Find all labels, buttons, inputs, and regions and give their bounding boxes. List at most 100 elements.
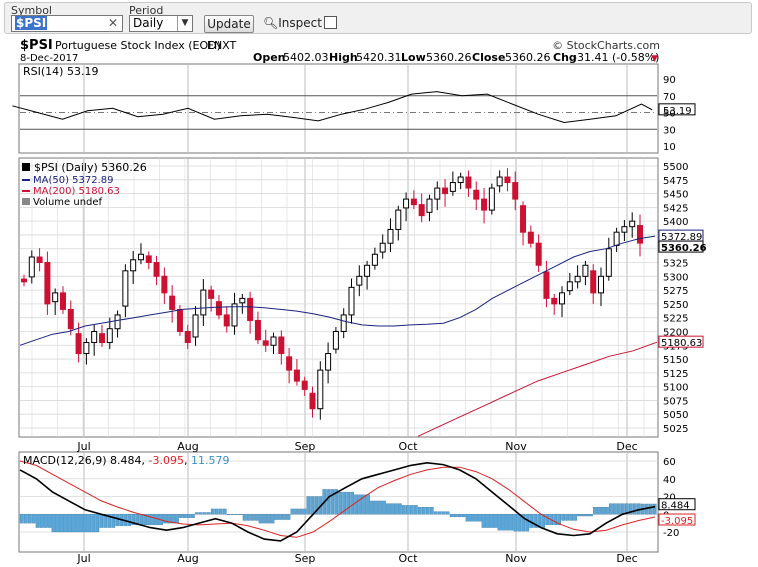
update-button[interactable]: Update xyxy=(204,15,254,33)
x-tick-label: Sep xyxy=(295,552,316,565)
price-tick-label: 5500 xyxy=(663,162,688,173)
macd-hist-bar xyxy=(557,514,561,526)
price-tick-label: 5150 xyxy=(663,355,688,366)
macd-tick-label: 40 xyxy=(663,475,676,486)
inspect-toggle[interactable]: 🔍︎Inspect xyxy=(263,16,337,30)
price-tick-label: 5050 xyxy=(663,410,688,421)
candle-body xyxy=(574,275,581,283)
x-tick-label: Dec xyxy=(616,552,637,565)
candle-body xyxy=(176,308,183,332)
macd-hist-bar xyxy=(338,491,343,515)
macd-hist-bar xyxy=(378,500,382,515)
macd-hist-bar xyxy=(374,500,378,515)
candle-body xyxy=(286,356,293,371)
candle-body xyxy=(184,330,191,344)
macd-hist-bar xyxy=(314,496,319,515)
candle-body xyxy=(340,314,347,332)
clear-icon[interactable]: ✕ xyxy=(107,16,118,30)
candle-body xyxy=(387,228,394,244)
macd-hist-bar xyxy=(398,503,402,515)
candle-body xyxy=(122,270,129,307)
candle-body xyxy=(434,187,441,200)
macd-hist-bar xyxy=(306,496,311,515)
ma50-line xyxy=(19,235,656,346)
macd-hist-bar xyxy=(206,512,211,515)
macd-hist-bar xyxy=(127,514,132,526)
macd-hist-bar xyxy=(39,514,44,528)
macd-hist-bar xyxy=(63,514,68,533)
macd-title-main: MACD(12,26,9) 8.484, xyxy=(23,454,149,467)
macd-hist-bar xyxy=(202,512,207,515)
high-value: 5420.31 xyxy=(356,51,402,64)
candle-body xyxy=(496,176,503,187)
candle-body xyxy=(504,176,511,184)
open-label: Open xyxy=(253,51,286,64)
candle-body xyxy=(293,369,300,382)
chevron-down-icon[interactable]: ▼ xyxy=(177,16,192,31)
candle-body xyxy=(535,242,542,266)
macd-hist-bar xyxy=(517,514,522,532)
macd-hist-bar xyxy=(521,514,526,532)
rsi-line xyxy=(12,91,653,124)
macd-hist-bar xyxy=(71,514,76,533)
macd-hist-bar xyxy=(362,494,366,515)
macd-hist-bar xyxy=(23,514,28,524)
macd-hist-bar xyxy=(569,514,573,521)
macd-hist-bar xyxy=(621,503,625,515)
candle-body xyxy=(153,262,160,277)
macd-hist-bar xyxy=(473,514,478,522)
chg-label: Chg xyxy=(553,51,577,64)
macd-hist-bar xyxy=(163,514,167,524)
symbol-input[interactable]: $PSI ✕ xyxy=(11,15,123,32)
macd-hist-bar xyxy=(537,514,542,528)
candle-body xyxy=(395,209,402,230)
macd-hist-bar xyxy=(214,508,219,515)
macd-hist-bar xyxy=(19,514,24,524)
macd-hist-bar xyxy=(429,506,434,515)
macd-hist-bar xyxy=(131,514,136,526)
candle-body xyxy=(527,231,534,244)
inspect-label: Inspect xyxy=(278,16,322,30)
macd-hist-bar xyxy=(601,506,605,515)
rsi-tick-label: 10 xyxy=(663,142,676,153)
macd-hist-bar xyxy=(545,514,550,526)
macd-hist-bar xyxy=(541,514,546,528)
header-exchange: ENXT xyxy=(207,39,237,52)
inspect-checkbox[interactable] xyxy=(323,16,337,29)
period-select[interactable]: Daily ▼ xyxy=(129,15,193,32)
macd-last-label: 8.484 xyxy=(661,501,690,512)
candle-body xyxy=(442,187,449,195)
macd-hist-bar xyxy=(83,514,88,533)
macd-hist-bar xyxy=(648,503,653,515)
macd-hist-bar xyxy=(290,508,295,515)
header-date: 8-Dec-2017 xyxy=(20,53,78,64)
x-tick-label: Aug xyxy=(177,552,198,565)
macd-hist-bar xyxy=(469,514,474,522)
macd-hist-bar xyxy=(617,503,621,515)
symbol-value: $PSI xyxy=(15,16,48,30)
x-tick-label: Jul xyxy=(76,552,90,565)
candle-body xyxy=(621,226,628,233)
price-layer xyxy=(19,168,658,437)
candle-body xyxy=(410,198,417,206)
macd-hist-bar xyxy=(477,514,482,522)
candle-body xyxy=(28,256,35,278)
macd-hist-bar xyxy=(79,514,84,533)
macd-hist-bar xyxy=(222,508,227,515)
candle-body xyxy=(613,231,620,246)
macd-tick-label: -20 xyxy=(663,528,679,539)
candle-body xyxy=(98,333,105,344)
price-tick-label: 5400 xyxy=(663,217,688,228)
macd-hist-bar xyxy=(453,514,458,518)
macd-hist-bar xyxy=(577,514,581,517)
x-tick-label: Jul xyxy=(76,440,90,453)
macd-hist-bar xyxy=(286,514,291,520)
macd-hist-bar xyxy=(533,514,538,528)
macd-title-signal: -3.095 xyxy=(149,454,184,467)
price-tick-label: 5225 xyxy=(663,314,688,325)
macd-hist-bar xyxy=(613,503,617,515)
candle-body xyxy=(161,275,168,294)
macd-hist-bar xyxy=(632,503,637,515)
low-label: Low xyxy=(401,51,426,64)
macd-hist-bar xyxy=(410,505,414,515)
